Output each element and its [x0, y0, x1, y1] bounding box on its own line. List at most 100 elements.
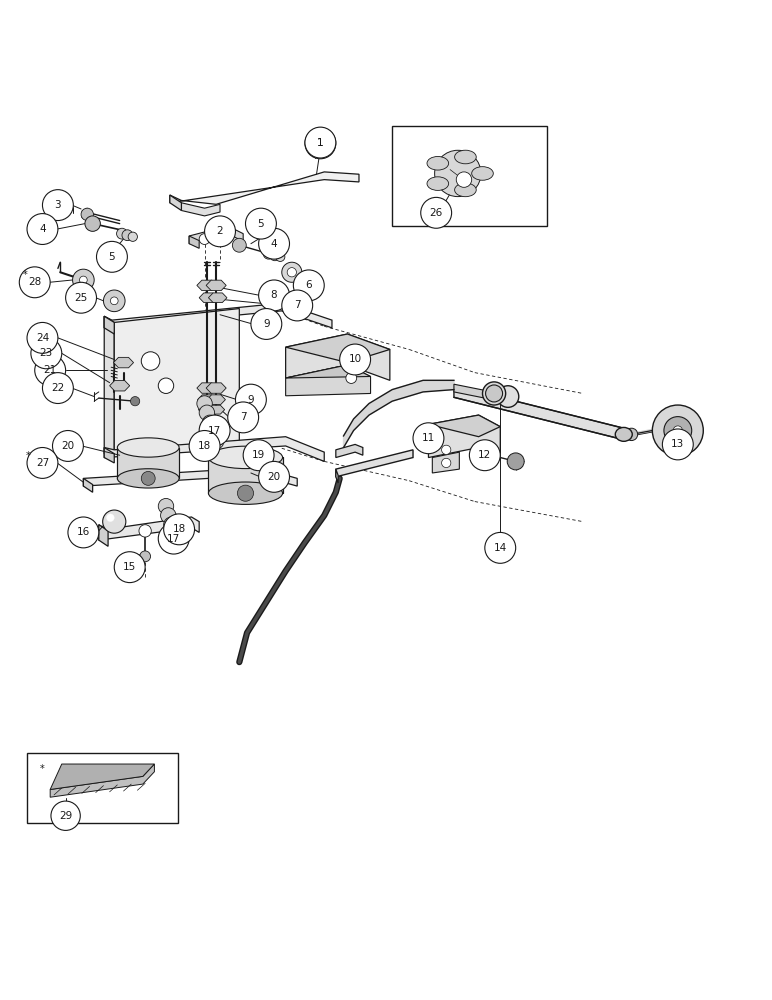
Polygon shape — [170, 195, 181, 211]
Polygon shape — [336, 444, 363, 458]
Polygon shape — [99, 517, 199, 540]
Circle shape — [122, 230, 133, 241]
Circle shape — [42, 373, 73, 403]
Polygon shape — [428, 415, 500, 437]
Circle shape — [673, 426, 682, 435]
Circle shape — [238, 485, 253, 501]
Text: 6: 6 — [306, 280, 312, 290]
Circle shape — [340, 344, 371, 375]
Text: 13: 13 — [671, 439, 685, 449]
Ellipse shape — [615, 427, 632, 441]
Circle shape — [293, 270, 324, 301]
Text: 22: 22 — [51, 383, 65, 393]
Polygon shape — [286, 365, 371, 378]
Circle shape — [197, 396, 212, 411]
Circle shape — [31, 338, 62, 369]
Circle shape — [202, 415, 218, 431]
Circle shape — [140, 551, 151, 562]
Circle shape — [96, 241, 127, 272]
Circle shape — [287, 268, 296, 277]
Polygon shape — [189, 236, 199, 248]
Circle shape — [625, 428, 638, 441]
Circle shape — [259, 280, 290, 311]
Text: 20: 20 — [61, 441, 75, 451]
Ellipse shape — [472, 167, 493, 180]
Circle shape — [35, 355, 66, 386]
Circle shape — [235, 384, 266, 415]
Circle shape — [215, 232, 225, 243]
Ellipse shape — [117, 469, 179, 488]
Text: 28: 28 — [28, 277, 42, 287]
Circle shape — [164, 514, 195, 545]
Text: 7: 7 — [294, 300, 300, 310]
Polygon shape — [104, 316, 114, 334]
Text: 26: 26 — [429, 208, 443, 218]
Text: *: * — [25, 451, 30, 461]
Polygon shape — [286, 365, 371, 396]
Circle shape — [107, 514, 114, 522]
Circle shape — [305, 128, 336, 159]
Text: 1: 1 — [317, 138, 323, 148]
Circle shape — [442, 458, 451, 468]
Polygon shape — [286, 334, 390, 363]
Circle shape — [161, 508, 176, 523]
Circle shape — [52, 431, 83, 461]
Circle shape — [251, 309, 282, 339]
Text: 21: 21 — [43, 365, 57, 375]
Circle shape — [205, 424, 221, 440]
Circle shape — [110, 297, 118, 305]
Ellipse shape — [497, 386, 519, 407]
Text: 27: 27 — [36, 458, 49, 468]
Circle shape — [245, 208, 276, 239]
Text: 2: 2 — [217, 226, 223, 236]
Ellipse shape — [482, 382, 506, 405]
Circle shape — [158, 523, 189, 554]
Polygon shape — [104, 316, 114, 454]
Text: 17: 17 — [167, 534, 181, 544]
Text: 9: 9 — [248, 395, 254, 405]
Polygon shape — [50, 764, 154, 797]
Text: 12: 12 — [478, 450, 492, 460]
Circle shape — [346, 373, 357, 383]
Circle shape — [164, 517, 179, 532]
Circle shape — [664, 417, 692, 444]
Circle shape — [199, 405, 215, 420]
Text: 9: 9 — [263, 319, 269, 329]
Circle shape — [282, 290, 313, 321]
Text: 4: 4 — [271, 239, 277, 249]
Circle shape — [205, 216, 235, 247]
Circle shape — [305, 127, 336, 158]
Circle shape — [199, 234, 210, 244]
Ellipse shape — [117, 438, 179, 457]
Circle shape — [485, 532, 516, 563]
Polygon shape — [208, 405, 225, 414]
Polygon shape — [113, 357, 134, 368]
Text: 25: 25 — [74, 293, 88, 303]
Circle shape — [85, 216, 100, 231]
Circle shape — [27, 214, 58, 244]
Text: 1: 1 — [317, 138, 323, 148]
Text: 3: 3 — [55, 200, 61, 210]
Polygon shape — [454, 384, 500, 401]
Text: 8: 8 — [271, 290, 277, 300]
Circle shape — [27, 322, 58, 353]
Text: 17: 17 — [208, 426, 222, 436]
Text: 24: 24 — [36, 333, 49, 343]
Text: 5: 5 — [109, 252, 115, 262]
Circle shape — [130, 397, 140, 406]
Circle shape — [469, 440, 500, 471]
Text: 14: 14 — [493, 543, 507, 553]
Circle shape — [103, 290, 125, 312]
Circle shape — [158, 378, 174, 393]
Circle shape — [243, 440, 274, 471]
Circle shape — [652, 405, 703, 456]
Circle shape — [81, 208, 93, 221]
Circle shape — [208, 434, 224, 449]
Circle shape — [199, 415, 230, 446]
Polygon shape — [189, 226, 243, 244]
Text: 16: 16 — [76, 527, 90, 537]
Circle shape — [103, 510, 126, 533]
Polygon shape — [199, 293, 218, 303]
Circle shape — [456, 172, 472, 187]
Circle shape — [128, 232, 137, 241]
